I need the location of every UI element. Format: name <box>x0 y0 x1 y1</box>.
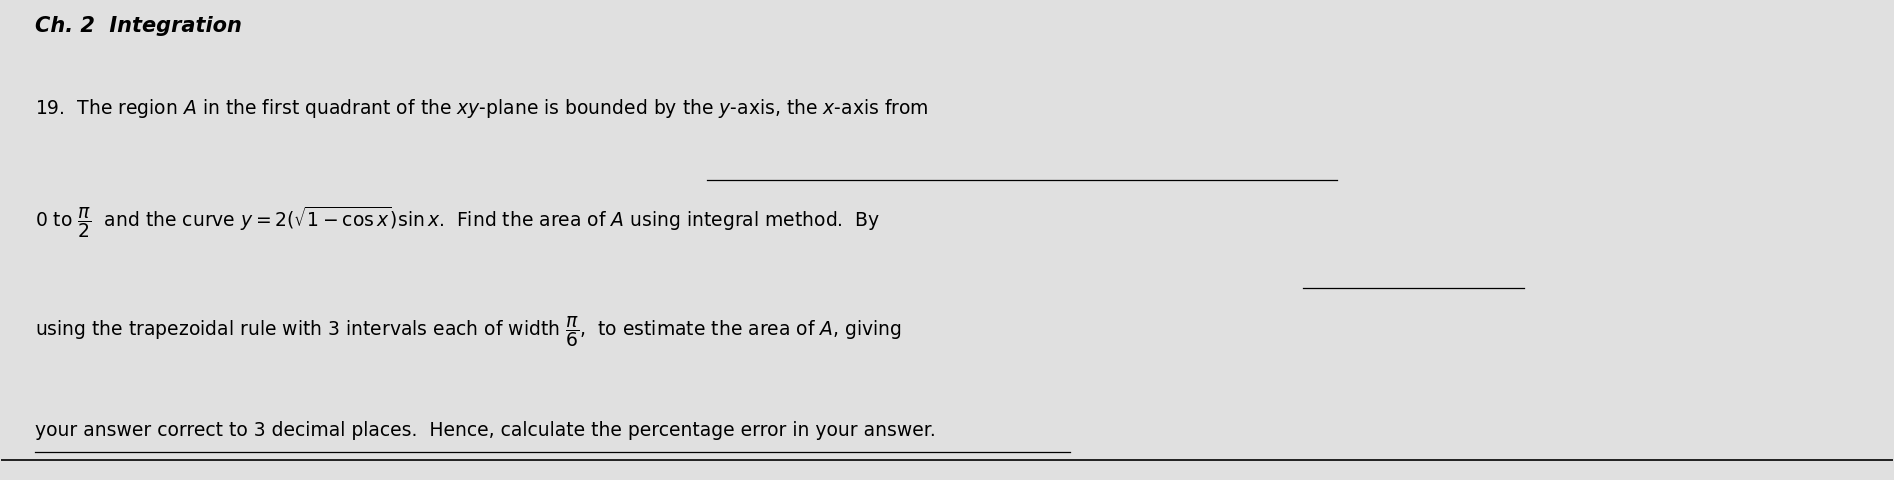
Text: 0 to $\dfrac{\pi}{2}$  and the curve $y = 2\left(\sqrt{1-\cos x}\right)\sin x$. : 0 to $\dfrac{\pi}{2}$ and the curve $y =… <box>36 204 881 240</box>
Text: your answer correct to 3 decimal places.  Hence, calculate the percentage error : your answer correct to 3 decimal places.… <box>36 421 936 440</box>
Text: Ch. 2  Integration: Ch. 2 Integration <box>36 16 242 36</box>
Text: using the trapezoidal rule with 3 intervals each of width $\dfrac{\pi}{6}$,  to : using the trapezoidal rule with 3 interv… <box>36 314 902 349</box>
Text: 19.  The region $A$ in the first quadrant of the $xy$-plane is bounded by the $y: 19. The region $A$ in the first quadrant… <box>36 97 930 120</box>
